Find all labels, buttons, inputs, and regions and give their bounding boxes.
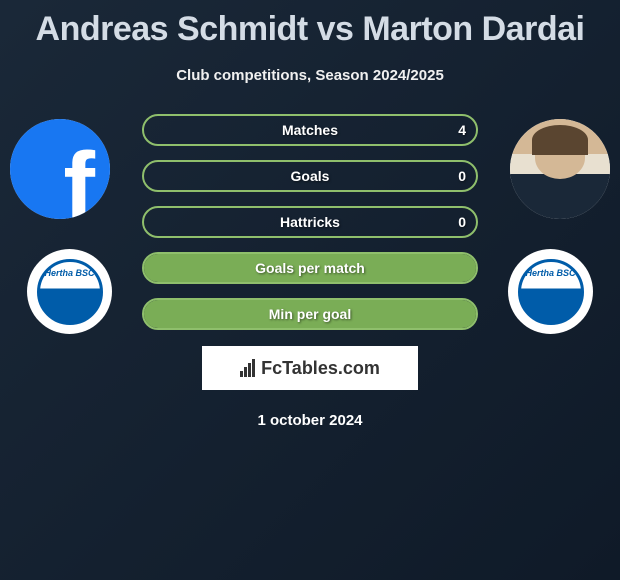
stats-area: Hertha BSC Hertha BSC Matches4Goals0Hatt…: [0, 114, 620, 429]
stat-value-right: 0: [458, 168, 466, 184]
page-title: Andreas Schmidt vs Marton Dardai: [0, 0, 620, 49]
watermark-text: FcTables.com: [261, 358, 380, 379]
hertha-logo-icon: Hertha BSC: [518, 259, 584, 325]
subtitle: Club competitions, Season 2024/2025: [0, 67, 620, 84]
date-line: 1 october 2024: [0, 412, 620, 429]
player-photo: [510, 119, 610, 219]
club-logo-left: Hertha BSC: [27, 249, 112, 334]
facebook-icon: [10, 119, 110, 219]
player-left-avatar: [10, 119, 110, 219]
stat-row: Goals per match: [142, 252, 478, 284]
stat-label: Min per goal: [269, 306, 351, 322]
stat-label: Hattricks: [280, 214, 340, 230]
stat-row: Matches 4: [142, 114, 478, 146]
stat-row: Goals 0: [142, 160, 478, 192]
hertha-logo-icon: Hertha BSC: [37, 259, 103, 325]
stat-label: Goals: [291, 168, 330, 184]
stat-row: Min per goal: [142, 298, 478, 330]
stat-label: Goals per match: [255, 260, 365, 276]
stat-value-right: 4: [458, 122, 466, 138]
bars-icon: [240, 359, 255, 377]
player-right-avatar: [510, 119, 610, 219]
club-logo-text: Hertha BSC: [525, 268, 575, 278]
watermark: FcTables.com: [202, 346, 418, 390]
stat-label: Matches: [282, 122, 338, 138]
stat-row: Hattricks 0: [142, 206, 478, 238]
club-logo-text: Hertha BSC: [44, 268, 94, 278]
club-logo-right: Hertha BSC: [508, 249, 593, 334]
stat-value-right: 0: [458, 214, 466, 230]
